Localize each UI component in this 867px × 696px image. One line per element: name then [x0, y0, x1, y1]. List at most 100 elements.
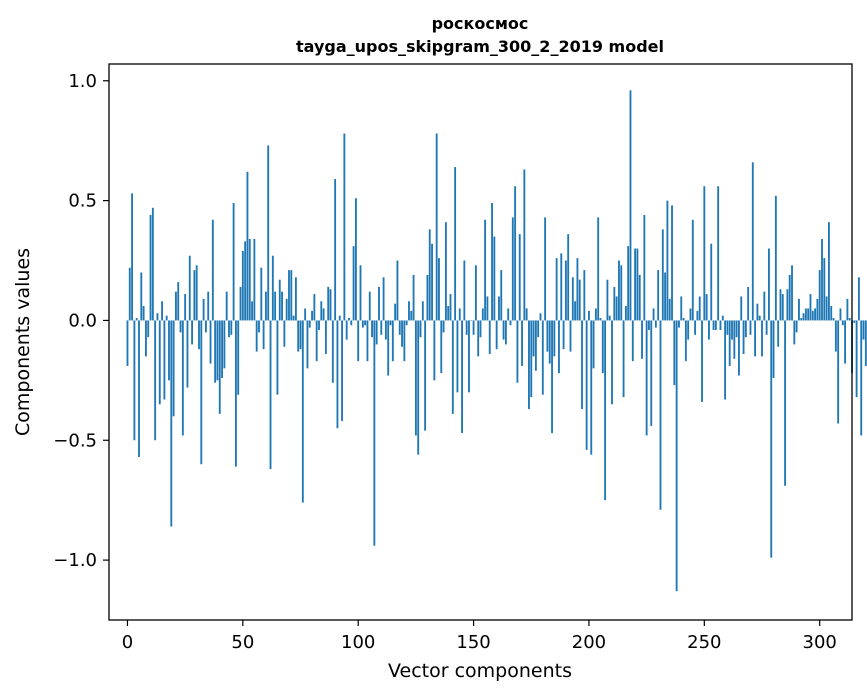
bar-145	[461, 320, 463, 434]
bar-260	[726, 320, 729, 335]
bar-320	[864, 320, 867, 366]
bar-25	[184, 294, 187, 321]
bar-142	[454, 167, 457, 321]
bar-69	[285, 298, 288, 321]
bar-284	[781, 294, 784, 321]
bar-240	[680, 296, 683, 321]
bar-110	[380, 320, 383, 335]
bar-104	[366, 320, 369, 362]
x-tick-label: 150	[456, 632, 490, 653]
bar-38	[214, 320, 217, 383]
bar-89	[331, 320, 334, 383]
bar-88	[329, 289, 332, 321]
bar-164	[504, 320, 507, 345]
bar-66	[278, 279, 281, 321]
bar-87	[327, 286, 330, 321]
bars-group	[126, 90, 867, 592]
bar-175	[530, 320, 533, 398]
x-axis-ticks: 0 50 100 150 200 250 300	[122, 620, 837, 653]
bar-75	[299, 320, 302, 350]
bar-57	[258, 320, 260, 333]
bar-299	[816, 298, 819, 321]
bar-273	[756, 303, 759, 321]
bar-83	[318, 320, 320, 331]
bar-62	[269, 320, 272, 470]
bar-133	[433, 320, 436, 381]
bar-189	[562, 320, 565, 350]
bar-300	[818, 270, 821, 321]
bar-121	[405, 320, 408, 326]
bar-124	[412, 274, 415, 321]
bar-261	[728, 320, 731, 366]
bar-249	[701, 320, 703, 402]
bar-19	[170, 320, 173, 527]
bar-108	[375, 320, 378, 345]
bar-235	[668, 298, 671, 321]
bar-202	[592, 320, 595, 369]
bar-194	[574, 301, 577, 321]
bar-285	[784, 320, 787, 486]
bar-289	[793, 320, 796, 345]
bar-309	[839, 308, 842, 321]
bar-304	[828, 222, 830, 321]
bar-219	[631, 320, 634, 362]
bar-134	[435, 133, 438, 321]
bar-241	[682, 318, 685, 321]
bar-137	[442, 320, 445, 333]
bar-271	[751, 162, 754, 321]
bar-101	[359, 265, 362, 321]
bar-58	[260, 267, 263, 321]
bar-27	[188, 255, 191, 321]
bar-256	[717, 186, 720, 321]
bar-276	[763, 291, 766, 321]
bar-79	[308, 320, 311, 328]
bar-136	[440, 320, 443, 374]
bar-127	[419, 320, 422, 338]
bar-123	[410, 310, 413, 321]
bar-228	[652, 308, 655, 321]
bar-29	[193, 270, 196, 321]
bar-182	[546, 320, 549, 352]
y-tick-label: 0.0	[68, 310, 97, 331]
bar-1	[128, 267, 131, 321]
x-axis-label: Vector components	[388, 660, 572, 682]
bar-262	[731, 320, 733, 340]
bar-65	[276, 320, 279, 395]
bar-232	[661, 229, 664, 321]
bar-183	[548, 320, 551, 364]
bar-223	[641, 320, 643, 359]
bar-267	[742, 320, 745, 354]
bar-298	[814, 308, 817, 321]
bar-231	[659, 320, 662, 510]
bar-308	[837, 320, 840, 424]
bar-67	[281, 291, 283, 321]
bar-196	[578, 279, 581, 321]
bar-208	[606, 279, 609, 321]
bar-306	[832, 318, 835, 321]
bar-120	[403, 320, 406, 362]
bar-56	[255, 320, 258, 352]
bar-201	[590, 320, 593, 455]
bar-222	[638, 274, 641, 321]
bar-52	[246, 171, 249, 321]
bar-307	[834, 320, 837, 352]
bar-205	[599, 318, 602, 321]
bar-230	[657, 270, 660, 321]
bar-42	[223, 320, 226, 369]
bar-197	[581, 320, 583, 410]
bar-192	[569, 320, 572, 352]
bar-43	[225, 291, 228, 321]
bar-290	[795, 320, 798, 333]
bar-60	[264, 291, 267, 321]
y-tick-label: 0.5	[68, 191, 97, 212]
bar-141	[451, 320, 454, 414]
bar-114	[389, 320, 392, 326]
bar-237	[673, 320, 676, 386]
bar-149	[470, 320, 473, 321]
bar-82	[315, 320, 318, 362]
bar-153	[479, 320, 482, 338]
bar-244	[689, 308, 692, 321]
bar-92	[338, 315, 341, 321]
bar-24	[181, 320, 184, 436]
bar-246	[694, 320, 697, 335]
